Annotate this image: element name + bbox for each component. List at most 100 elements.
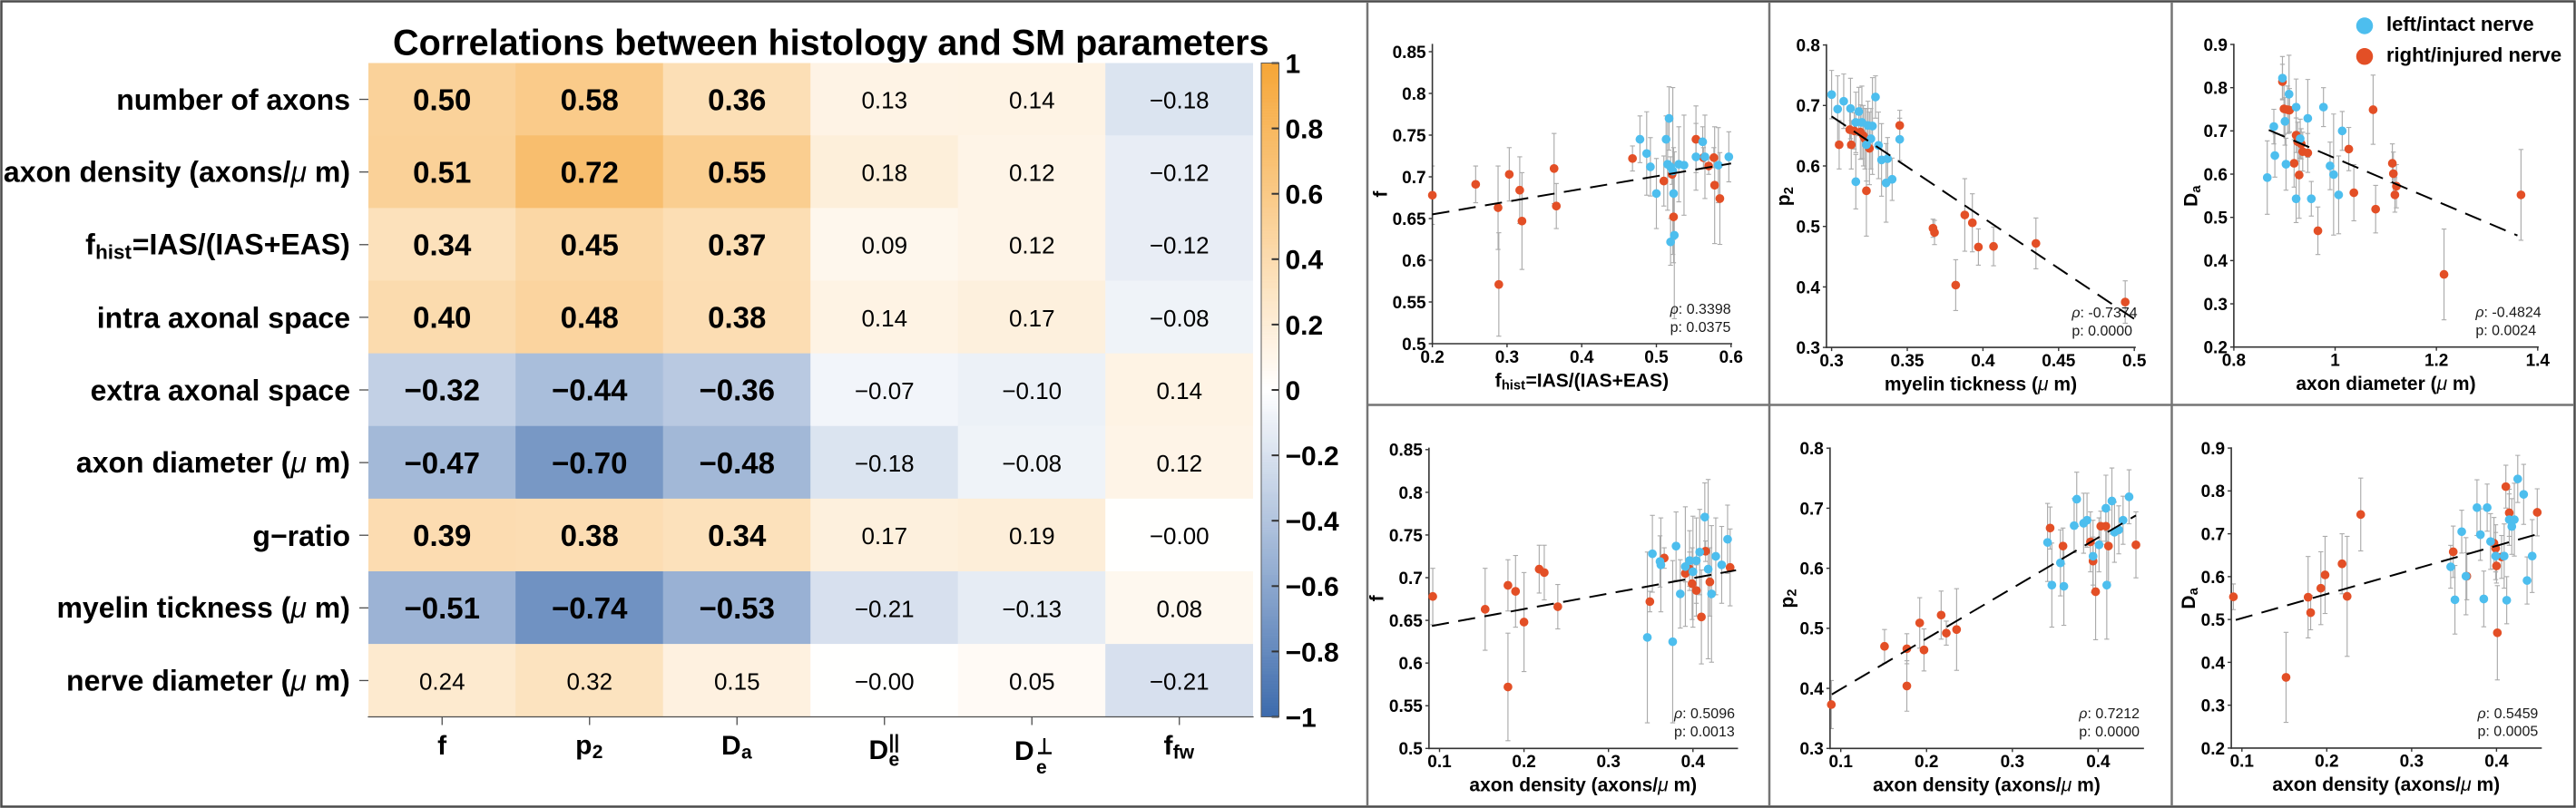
svg-text:0.34: 0.34: [413, 229, 472, 262]
svg-text:−0.53: −0.53: [700, 591, 776, 625]
svg-text:1: 1: [2330, 351, 2340, 370]
svg-text:0.3: 0.3: [1799, 740, 1823, 759]
svg-text:0.55: 0.55: [1389, 697, 1423, 716]
svg-text:0.05: 0.05: [1009, 667, 1055, 695]
svg-text:−0.13: −0.13: [1002, 595, 1062, 622]
svg-text:0.50: 0.50: [413, 83, 471, 116]
svg-text:−0.12: −0.12: [1150, 160, 1210, 187]
svg-text:p 2: p 2: [575, 730, 602, 763]
svg-text:0.5: 0.5: [1644, 348, 1669, 367]
svg-text:D a: D a: [2181, 185, 2204, 207]
svg-text:D: D: [1014, 736, 1034, 766]
svg-text:0.2: 0.2: [1915, 753, 1938, 772]
svg-text:f = I: f = I A S / ( I A S + E A S ) h i s t: [85, 229, 354, 264]
svg-text:0.6: 0.6: [1799, 560, 1823, 579]
svg-text:ρ : 0: ρ : 0 . 5 0 9 6: [1673, 706, 1735, 722]
svg-text:0.7: 0.7: [2201, 525, 2225, 544]
svg-text:0.13: 0.13: [861, 86, 907, 113]
svg-text:0.55: 0.55: [708, 155, 766, 189]
svg-text:0.40: 0.40: [413, 301, 471, 335]
svg-text:0.8: 0.8: [1797, 36, 1820, 55]
svg-text:f f w: f f w: [1164, 731, 1195, 764]
svg-text:−0.18: −0.18: [1150, 86, 1210, 113]
svg-text:p: 0.0013: p: 0.0013: [1674, 725, 1735, 740]
svg-text:0.5: 0.5: [1398, 740, 1423, 759]
svg-text:0.4: 0.4: [2201, 654, 2226, 673]
svg-text:ρ : 0: ρ : 0 . 5 4 5 9: [2477, 706, 2539, 722]
svg-text:0.24: 0.24: [419, 667, 465, 695]
svg-text:a x o: a x o n d i a m e t e r ( m ) μ: [76, 446, 355, 479]
svg-text:0.08: 0.08: [1156, 595, 1202, 622]
svg-text:0.85: 0.85: [1393, 44, 1426, 63]
svg-text:0.4: 0.4: [1681, 753, 1706, 772]
svg-text:0.14: 0.14: [861, 305, 907, 332]
svg-text:p 2: p 2: [1773, 187, 1796, 206]
svg-text:a x o n: a x o n d e n s i t y ( a x o n s / m ): [1469, 775, 1700, 796]
svg-text:0.1: 0.1: [1427, 753, 1452, 772]
svg-text:0.39: 0.39: [413, 519, 471, 552]
svg-text:a x o n: a x o n d i a m e t e r ( m ) μ: [2296, 374, 2480, 394]
svg-text:−0.36: −0.36: [700, 374, 776, 407]
svg-text:p 2: p 2: [1777, 589, 1799, 608]
svg-text:−0.21: −0.21: [1150, 667, 1210, 695]
svg-text:0.8: 0.8: [1286, 114, 1324, 144]
svg-text:0.75: 0.75: [1389, 527, 1423, 546]
svg-text:0.5: 0.5: [1402, 336, 1426, 355]
svg-text:f: f: [1370, 190, 1391, 198]
svg-text:left/intact nerve: left/intact nerve: [2386, 13, 2534, 35]
svg-text:−0.8: −0.8: [1286, 638, 1339, 667]
svg-text:0.34: 0.34: [708, 519, 767, 552]
svg-text:p: 0.0000: p: 0.0000: [2072, 324, 2132, 339]
svg-text:f = I A: f = I A S / ( I A S + E A S ) h i s t: [1495, 370, 1673, 393]
svg-text:0.7: 0.7: [1402, 169, 1425, 188]
svg-text:number of axons: number of axons: [116, 83, 350, 116]
svg-text:0.4: 0.4: [1286, 246, 1324, 276]
svg-text:0.8: 0.8: [1799, 440, 1823, 459]
svg-text:0.36: 0.36: [708, 83, 766, 116]
svg-text:0.6: 0.6: [1719, 348, 1743, 367]
svg-text:e: e: [1036, 757, 1047, 778]
svg-text:0.5: 0.5: [1799, 620, 1824, 639]
svg-text:0.2: 0.2: [2315, 753, 2338, 772]
svg-text:intra axonal space: intra axonal space: [97, 301, 350, 334]
svg-text:−0.4: −0.4: [1286, 507, 1340, 537]
svg-text:0.12: 0.12: [1009, 232, 1055, 259]
svg-text:−0.44: −0.44: [552, 374, 628, 407]
svg-text:0.75: 0.75: [1393, 127, 1426, 146]
svg-text:0.09: 0.09: [861, 232, 907, 259]
svg-text:0.2: 0.2: [1420, 348, 1444, 367]
svg-text:0.4: 0.4: [1799, 680, 1824, 699]
svg-text:−0.10: −0.10: [1002, 377, 1062, 404]
svg-text:0.4: 0.4: [2086, 753, 2111, 772]
svg-text:p: 0.0000: p: 0.0000: [2079, 725, 2140, 740]
svg-text:0.8: 0.8: [2201, 482, 2225, 501]
svg-text:0.6: 0.6: [1402, 252, 1425, 271]
svg-text:0.4: 0.4: [2203, 252, 2228, 271]
svg-text:0.2: 0.2: [2201, 740, 2225, 759]
svg-text:0.18: 0.18: [861, 160, 907, 187]
svg-text:0.37: 0.37: [708, 229, 766, 262]
svg-text:a x o n: a x o n d e n s i t y ( a x o n s / m ): [2272, 774, 2503, 795]
svg-text:Correlations between histology: Correlations between histology and SM pa…: [393, 23, 1269, 63]
svg-text:0.19: 0.19: [1009, 522, 1055, 550]
svg-text:0.3: 0.3: [1819, 352, 1843, 371]
svg-text:0.8: 0.8: [1398, 484, 1422, 503]
svg-text:−0.08: −0.08: [1150, 305, 1210, 332]
svg-text:0.14: 0.14: [1156, 377, 1202, 404]
svg-text:0.7: 0.7: [1799, 500, 1823, 519]
svg-text:0.1: 0.1: [1828, 753, 1853, 772]
svg-text:−0.70: −0.70: [552, 446, 628, 480]
svg-text:−0.00: −0.00: [855, 667, 915, 695]
svg-text:0.8: 0.8: [1402, 85, 1425, 104]
svg-text:0.5: 0.5: [2122, 352, 2147, 371]
svg-text:−0.21: −0.21: [855, 595, 915, 622]
svg-text:p: 0.0024: p: 0.0024: [2475, 323, 2536, 338]
svg-text:0.65: 0.65: [1389, 612, 1423, 631]
svg-text:0.6: 0.6: [1286, 180, 1324, 210]
svg-text:−0.48: −0.48: [700, 446, 776, 480]
svg-text:f: f: [1367, 594, 1388, 601]
svg-text:0.12: 0.12: [1009, 160, 1055, 187]
svg-text:0.17: 0.17: [1009, 305, 1055, 332]
svg-text:−0.08: −0.08: [1002, 450, 1062, 477]
svg-text:1.2: 1.2: [2424, 351, 2448, 370]
